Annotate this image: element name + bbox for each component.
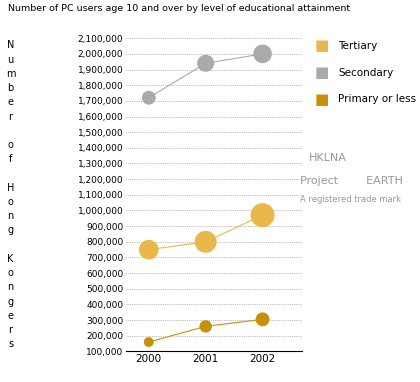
Point <box>145 95 152 101</box>
Text: Project        EARTH: Project EARTH <box>300 176 403 186</box>
Point <box>202 60 209 66</box>
Text: g: g <box>8 296 13 307</box>
Text: n: n <box>8 211 13 221</box>
Point <box>259 212 266 218</box>
Text: s: s <box>8 339 13 349</box>
Text: r: r <box>8 325 13 335</box>
Text: f: f <box>9 154 12 164</box>
Text: H: H <box>7 183 14 193</box>
Text: ■: ■ <box>315 92 329 107</box>
Text: u: u <box>8 55 13 65</box>
Text: g: g <box>8 225 13 235</box>
Text: m: m <box>6 69 15 79</box>
Point <box>202 323 209 329</box>
Text: Number of PC users age 10 and over by level of educational attainment: Number of PC users age 10 and over by le… <box>8 4 351 13</box>
Text: o: o <box>8 197 13 207</box>
Text: n: n <box>8 282 13 292</box>
Text: Secondary: Secondary <box>338 68 394 78</box>
Point <box>145 247 152 253</box>
Text: ■: ■ <box>315 38 329 53</box>
Text: K: K <box>7 254 14 264</box>
Point <box>259 51 266 57</box>
Text: Tertiary: Tertiary <box>338 41 377 51</box>
Text: o: o <box>8 140 13 150</box>
Text: e: e <box>8 311 13 321</box>
Text: r: r <box>8 112 13 121</box>
Text: o: o <box>8 268 13 278</box>
Point <box>259 316 266 322</box>
Text: A registered trade mark: A registered trade mark <box>300 195 401 204</box>
Point <box>145 339 152 345</box>
Text: HKLNA: HKLNA <box>309 153 346 163</box>
Text: Primary or less: Primary or less <box>338 94 416 104</box>
Point <box>202 239 209 245</box>
Text: b: b <box>8 83 13 93</box>
Text: N: N <box>7 40 14 50</box>
Text: ■: ■ <box>315 65 329 80</box>
Text: e: e <box>8 97 13 107</box>
